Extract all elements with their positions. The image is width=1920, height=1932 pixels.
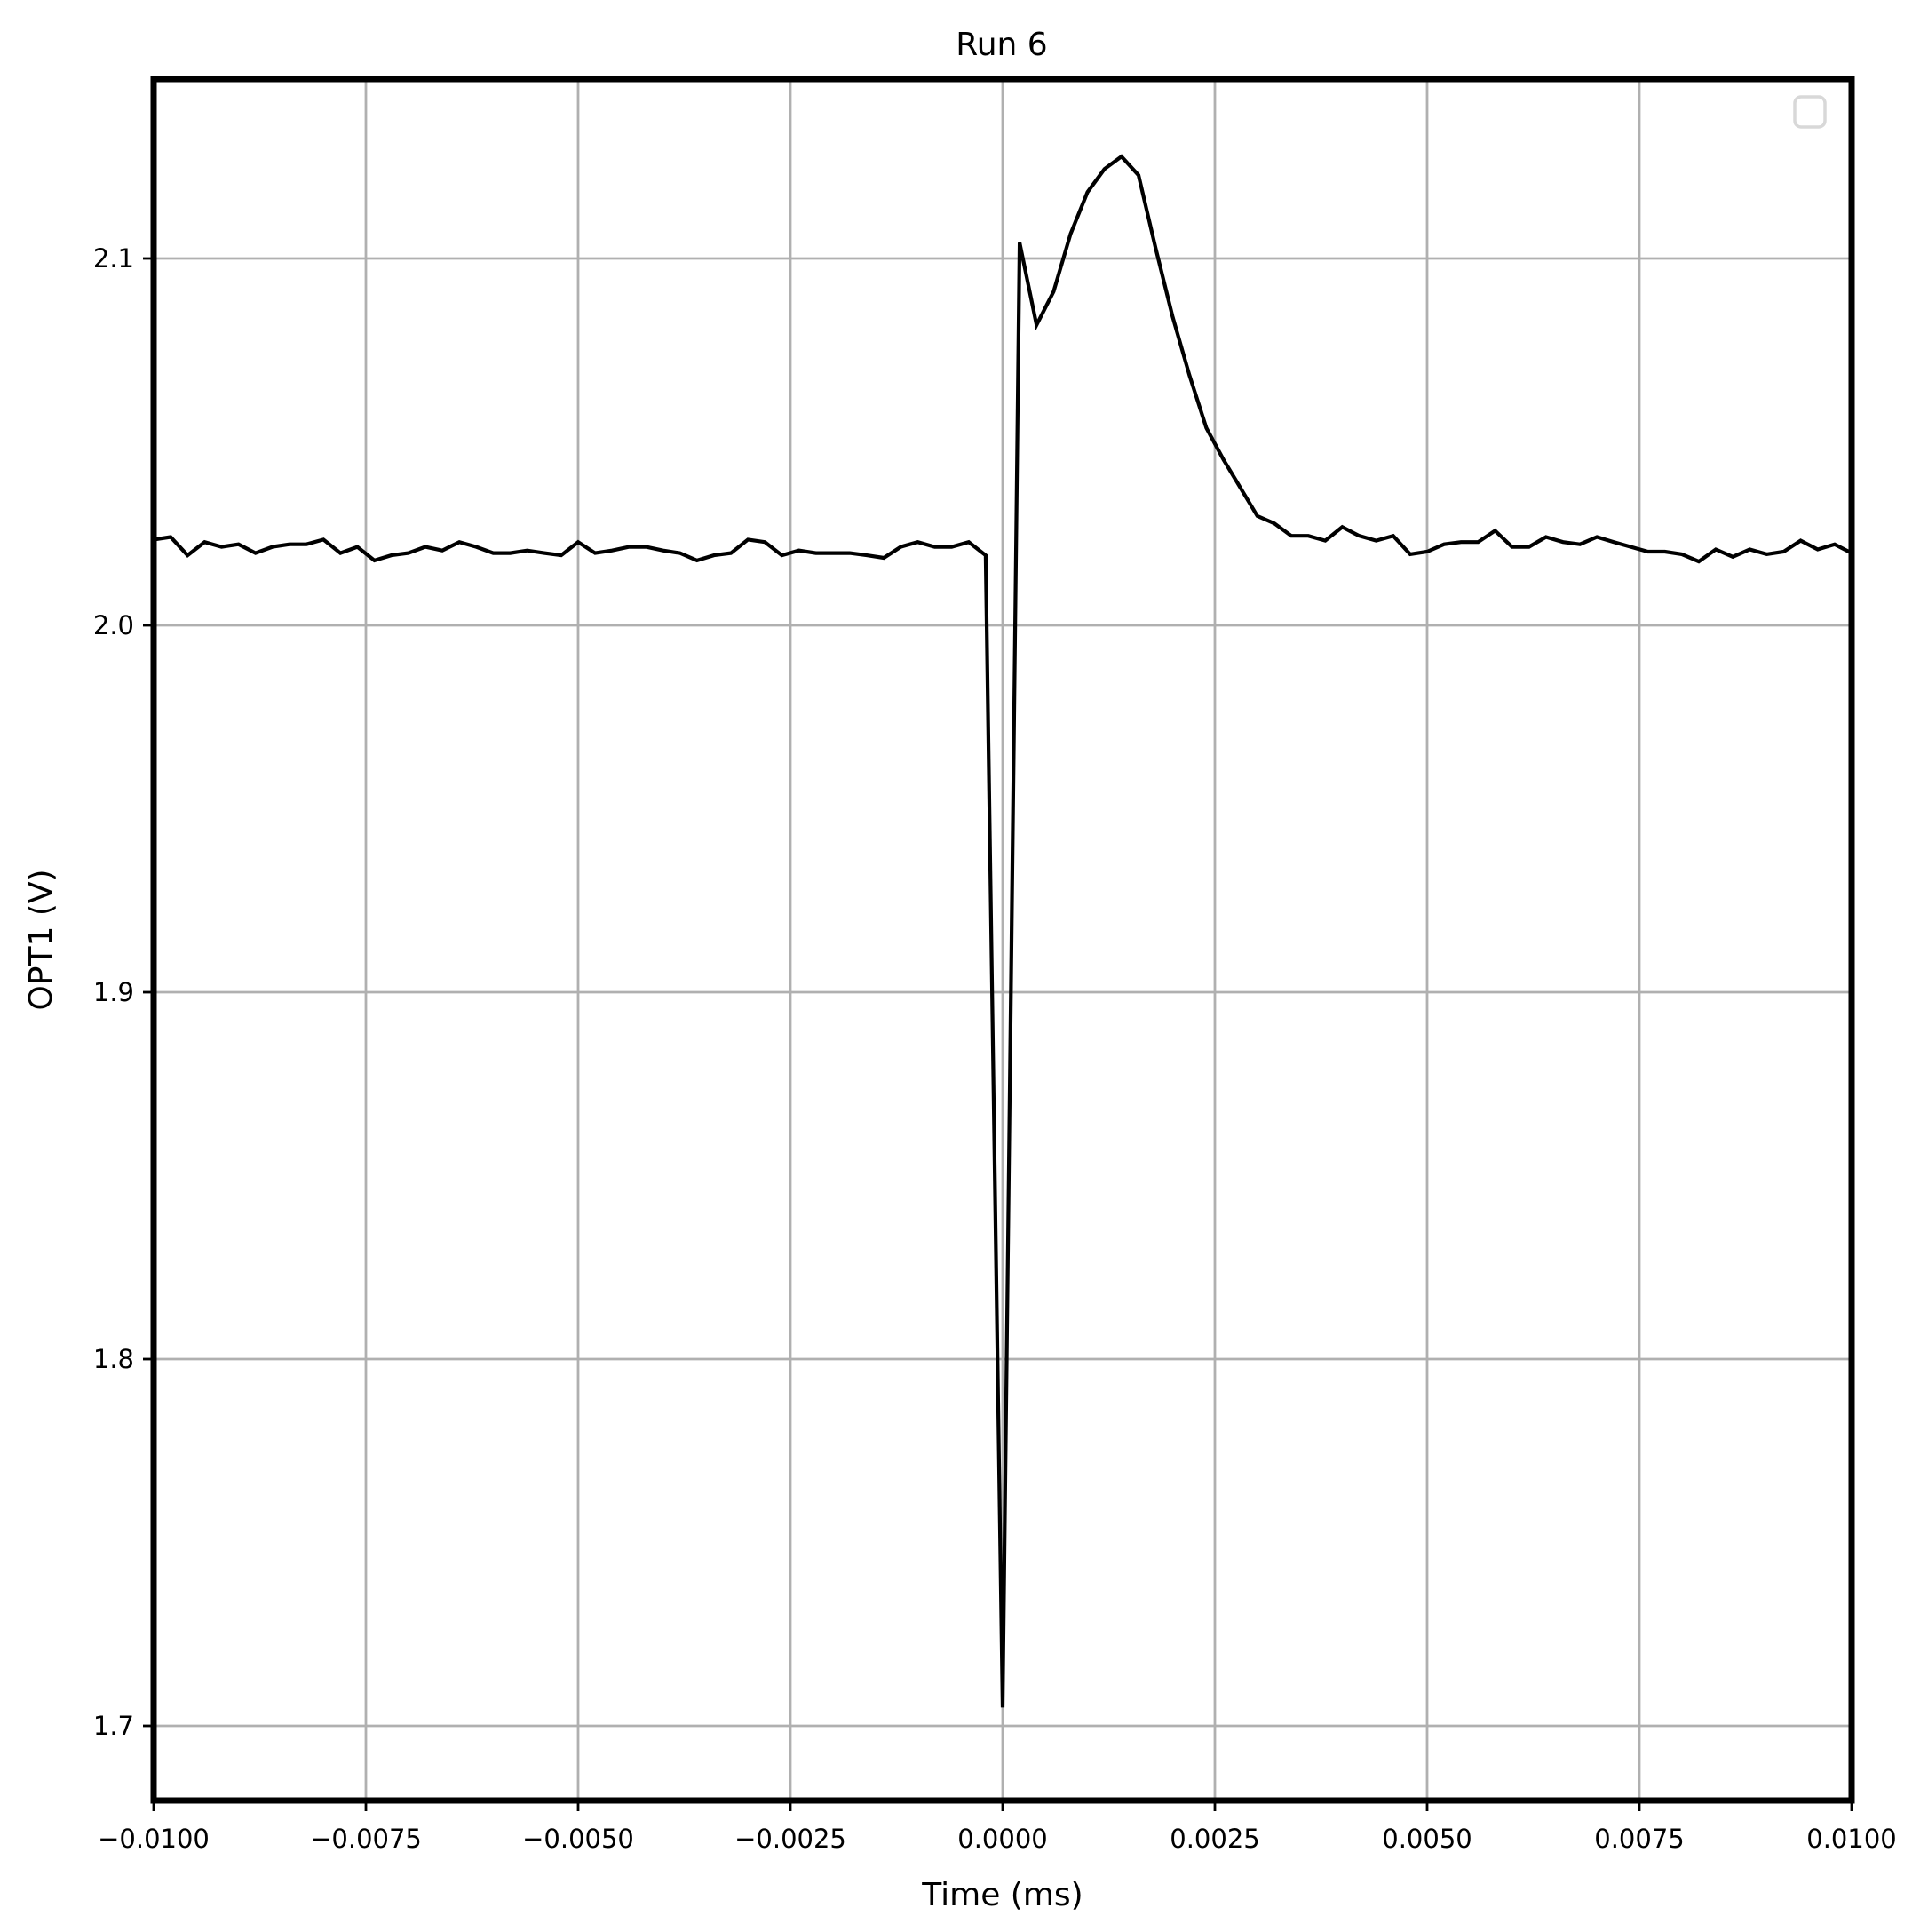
y-axis-ticks: 1.7 1.8 1.9 2.0 2.1 (93, 243, 154, 1741)
y-tick-label: 1.7 (93, 1711, 134, 1741)
x-tick-label: 0.0075 (1594, 1824, 1684, 1854)
x-tick-label: −0.0100 (98, 1824, 210, 1854)
x-tick-label: −0.0075 (310, 1824, 422, 1854)
grid-lines (152, 79, 1853, 1801)
x-tick-label: 0.0000 (957, 1824, 1047, 1854)
legend-box (1793, 95, 1827, 129)
x-tick-label: −0.0025 (734, 1824, 846, 1854)
data-series (153, 154, 1853, 1708)
x-tick-label: −0.0050 (522, 1824, 634, 1854)
x-tick-label: 0.0025 (1170, 1824, 1259, 1854)
x-axis-label: Time (ms) (921, 1877, 1083, 1913)
x-tick-label: 0.0050 (1382, 1824, 1472, 1854)
x-axis-ticks: −0.0100 −0.0075 −0.0050 −0.0025 0.0000 0.0025… (98, 1801, 1897, 1854)
y-tick-label: 2.0 (93, 610, 134, 640)
y-tick-label: 1.9 (93, 977, 134, 1007)
opt1-line (153, 154, 1853, 1708)
x-tick-label: 0.0100 (1806, 1824, 1896, 1854)
y-tick-label: 1.8 (93, 1344, 134, 1374)
chart-title: Run 6 (956, 27, 1047, 63)
y-tick-label: 2.1 (93, 243, 134, 274)
y-axis-label: OPT1 (V) (23, 869, 60, 1010)
